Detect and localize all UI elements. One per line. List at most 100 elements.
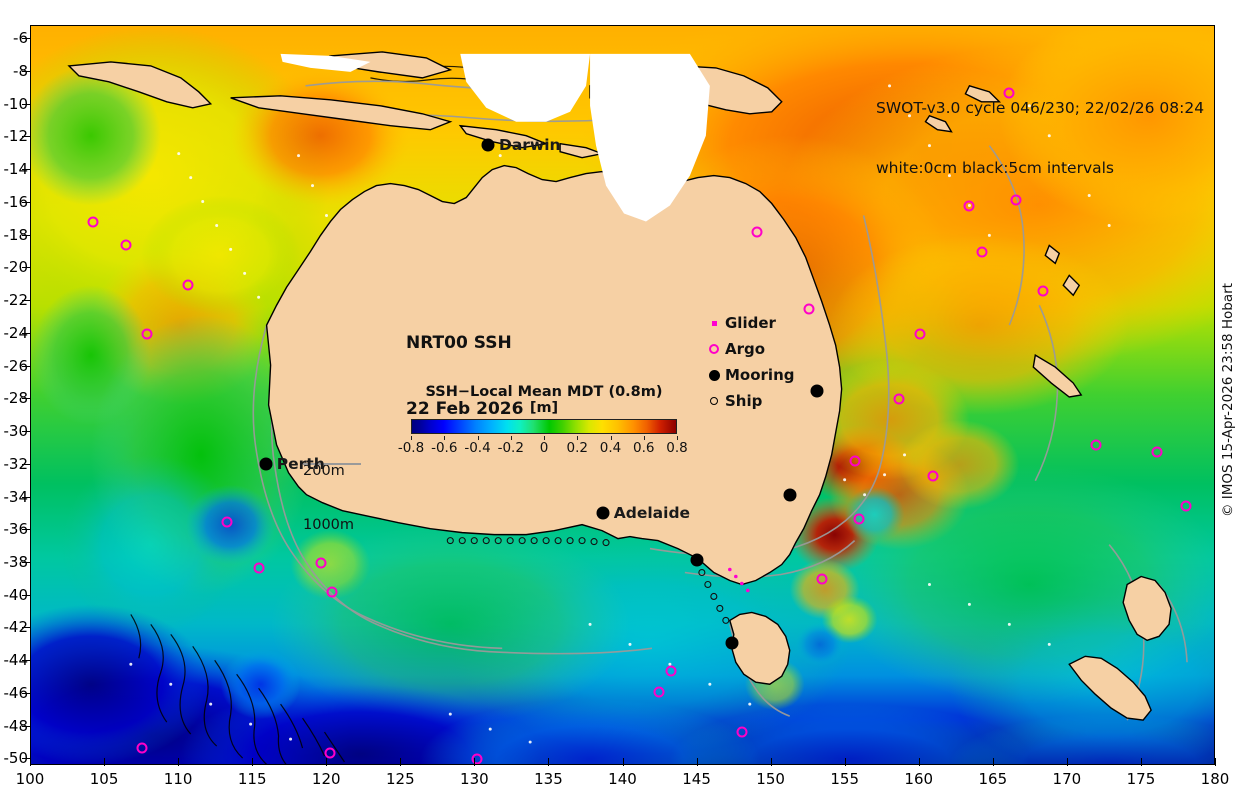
longitude-tick-label: 175 — [1126, 770, 1156, 788]
argo-float-marker[interactable] — [849, 455, 861, 467]
colorbar-title: SSH−Local Mean MDT (0.8m) [m] — [425, 384, 663, 416]
colorbar-tick-label: 0.8 — [666, 440, 688, 456]
latitude-tick-label: -42 — [3, 618, 29, 637]
colorbar-tickmark — [577, 436, 579, 440]
argo-float-marker[interactable] — [253, 562, 265, 574]
latitude-tick — [22, 70, 30, 72]
argo-float-marker[interactable] — [816, 573, 828, 585]
argo-float-marker[interactable] — [1010, 194, 1022, 206]
longitude-tick-label: 145 — [682, 770, 711, 788]
latitude-tick — [22, 234, 30, 236]
ship-icon — [703, 397, 725, 405]
longitude-tick — [178, 758, 180, 766]
argo-float-marker[interactable] — [751, 226, 763, 238]
latitude-tick-label: -20 — [3, 258, 29, 277]
longitude-tick — [918, 758, 920, 766]
argo-float-marker[interactable] — [963, 200, 975, 212]
argo-float-marker[interactable] — [653, 686, 665, 698]
colorbar-tick-label: -0.4 — [464, 440, 491, 456]
longitude-tick-label: 130 — [460, 770, 489, 788]
longitude-tick — [104, 758, 106, 766]
copyright-credit: © IMOS 15-Apr-2026 23:58 Hobart — [1220, 283, 1236, 517]
longitude-tick — [1215, 758, 1216, 766]
argo-float-marker[interactable] — [141, 328, 153, 340]
latitude-tick — [22, 103, 30, 105]
latitude-tick — [22, 725, 30, 727]
colorbar: SSH−Local Mean MDT (0.8m) [m] -0.8 -0.6 -0… — [398, 384, 688, 456]
latitude-tick — [22, 463, 30, 465]
legend-label-mooring: Mooring — [725, 366, 795, 384]
argo-float-marker[interactable] — [315, 557, 327, 569]
product-title: NRT00 SSH 22 Feb 2026 — [406, 288, 523, 464]
argo-float-marker[interactable] — [976, 246, 988, 258]
latitude-tick — [22, 136, 30, 138]
city-label: Darwin — [498, 135, 561, 154]
longitude-tick-label: 105 — [89, 770, 119, 788]
argo-float-marker[interactable] — [665, 665, 677, 677]
title-line-1: SWOT-v3.0 cycle 046/230; 22/02/26 08:24 — [876, 99, 1205, 117]
argo-float-marker[interactable] — [221, 516, 233, 528]
latitude-tick — [22, 627, 30, 629]
argo-float-marker[interactable] — [326, 586, 338, 598]
longitude-tick-label: 165 — [978, 770, 1008, 788]
city-dot — [259, 457, 273, 471]
land-polygons — [67, 51, 1172, 721]
map-plot-area[interactable]: SWOT-v3.0 cycle 046/230; 22/02/26 08:24 … — [30, 25, 1215, 765]
platform-legend: Glider Argo Mooring Ship — [703, 310, 795, 414]
argo-float-marker[interactable] — [927, 470, 939, 482]
latitude-tick-label: -48 — [3, 716, 29, 735]
longitude-tick-label: 100 — [15, 770, 45, 788]
argo-float-marker[interactable] — [324, 747, 336, 759]
argo-float-marker[interactable] — [136, 742, 148, 754]
title-line-2: white:0cm black:5cm intervals — [876, 159, 1114, 177]
latitude-tick-label: -50 — [3, 749, 29, 768]
argo-float-marker[interactable] — [1180, 500, 1192, 512]
argo-float-marker[interactable] — [914, 328, 926, 340]
latitude-tick-label: -10 — [3, 94, 29, 113]
latitude-tick — [22, 660, 30, 662]
longitude-tick — [474, 758, 476, 766]
argo-float-marker[interactable] — [1003, 87, 1015, 99]
argo-float-marker[interactable] — [182, 279, 194, 291]
product-name: NRT00 SSH — [406, 333, 512, 353]
longitude-tick-label: 170 — [1052, 770, 1082, 788]
map-canvas — [31, 26, 1214, 764]
depth-1000m-label: 1000m — [303, 517, 355, 533]
longitude-tick-label: 140 — [608, 770, 637, 788]
latitude-tick-label: -28 — [3, 389, 29, 408]
latitude-tick — [22, 496, 30, 498]
city-dot — [596, 506, 610, 520]
colorbar-tick-label: 0.4 — [599, 440, 622, 456]
ship-tracks — [446, 537, 730, 624]
latitude-tick-label: -46 — [3, 683, 29, 702]
argo-float-marker[interactable] — [893, 393, 905, 405]
argo-float-marker[interactable] — [1151, 446, 1163, 458]
argo-float-marker[interactable] — [803, 303, 815, 315]
colorbar-tickmark — [510, 436, 512, 440]
argo-float-marker[interactable] — [1037, 285, 1049, 297]
latitude-tick — [22, 529, 30, 531]
latitude-tick — [22, 692, 30, 694]
argo-float-marker[interactable] — [853, 513, 865, 525]
legend-label-argo: Argo — [725, 340, 766, 358]
colorbar-tick-label: 0.6 — [633, 440, 655, 456]
city-dot — [725, 636, 739, 650]
argo-float-marker[interactable] — [471, 753, 483, 764]
longitude-tick — [770, 758, 772, 766]
argo-float-marker[interactable] — [87, 216, 99, 228]
latitude-tick-label: -30 — [3, 422, 29, 441]
argo-float-marker[interactable] — [120, 239, 132, 251]
city-label: Perth — [276, 454, 325, 473]
latitude-tick — [22, 431, 30, 433]
longitude-tick — [992, 758, 994, 766]
latitude-tick-label: -44 — [3, 651, 29, 670]
latitude-tick-label: -36 — [3, 520, 29, 539]
nodata-mask — [280, 53, 710, 222]
latitude-tick-label: -40 — [3, 585, 29, 604]
argo-float-marker[interactable] — [1090, 439, 1102, 451]
longitude-tick-label: 160 — [904, 770, 934, 788]
colorbar-gradient — [411, 419, 677, 434]
latitude-tick-label: -18 — [3, 225, 29, 244]
argo-float-marker[interactable] — [736, 726, 748, 738]
latitude-tick-label: -22 — [3, 291, 29, 310]
